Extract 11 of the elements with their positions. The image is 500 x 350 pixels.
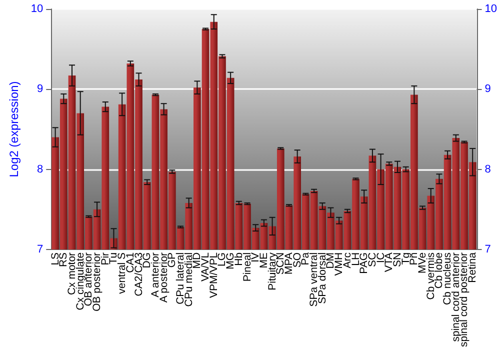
- y-tick-label: 8: [37, 163, 44, 176]
- x-tick-label: Tg: [400, 252, 412, 265]
- y-tick-label: 10: [30, 3, 44, 15]
- y2-tick-label: 9: [484, 83, 491, 96]
- y-axis-title: Log2 (expression): [7, 81, 21, 178]
- y2-tick-label: 10: [484, 3, 498, 15]
- y-tick-label: 7: [37, 243, 44, 256]
- y2-tick-label: 8: [484, 163, 491, 176]
- y-tick-label: 9: [37, 83, 44, 96]
- x-tick-label: A posterior: [158, 252, 170, 303]
- y2-tick-label: 7: [484, 243, 491, 256]
